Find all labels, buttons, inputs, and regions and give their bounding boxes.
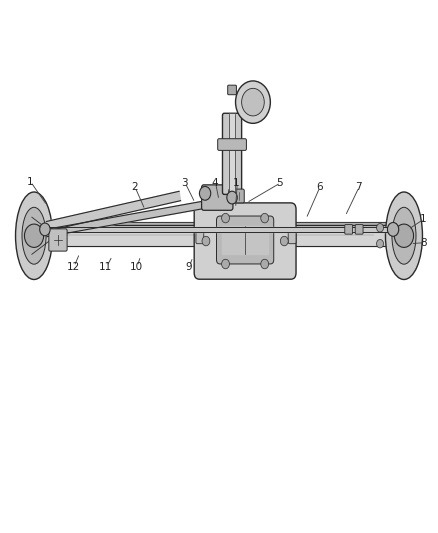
Polygon shape [46,191,180,231]
Circle shape [227,191,237,204]
Circle shape [261,259,268,269]
FancyBboxPatch shape [201,185,233,211]
Text: 1: 1 [233,177,240,188]
Circle shape [261,213,268,223]
Text: 1: 1 [26,176,33,187]
Text: 6: 6 [316,182,322,192]
Text: 5: 5 [277,177,283,188]
Circle shape [40,223,50,236]
Ellipse shape [15,192,53,279]
Circle shape [202,236,210,246]
Circle shape [242,88,264,116]
FancyBboxPatch shape [196,228,204,244]
Text: 4: 4 [212,177,218,188]
Circle shape [222,259,230,269]
FancyBboxPatch shape [216,216,274,264]
Circle shape [377,223,384,232]
Circle shape [222,213,230,223]
FancyBboxPatch shape [288,228,296,244]
FancyBboxPatch shape [218,139,247,150]
Circle shape [280,236,288,246]
Text: 9: 9 [185,262,192,271]
FancyBboxPatch shape [355,224,363,234]
Polygon shape [223,226,268,254]
Text: 7: 7 [355,182,362,192]
Polygon shape [46,199,215,237]
Circle shape [236,81,270,123]
Ellipse shape [385,192,423,279]
Circle shape [388,223,398,236]
Circle shape [377,239,384,248]
Text: 8: 8 [420,238,427,248]
Text: 3: 3 [181,177,187,188]
FancyBboxPatch shape [228,85,237,95]
FancyBboxPatch shape [223,114,242,195]
Text: 1: 1 [420,214,427,224]
Ellipse shape [392,207,416,264]
FancyBboxPatch shape [229,189,244,203]
FancyBboxPatch shape [194,203,296,279]
FancyBboxPatch shape [49,229,67,251]
Circle shape [394,224,413,247]
Circle shape [25,224,44,247]
FancyBboxPatch shape [345,224,353,234]
Text: 2: 2 [131,182,138,192]
Ellipse shape [22,207,46,264]
Text: 11: 11 [99,262,113,271]
Circle shape [199,187,211,200]
Circle shape [388,222,399,236]
Text: 12: 12 [67,262,80,271]
Text: 10: 10 [130,262,143,271]
